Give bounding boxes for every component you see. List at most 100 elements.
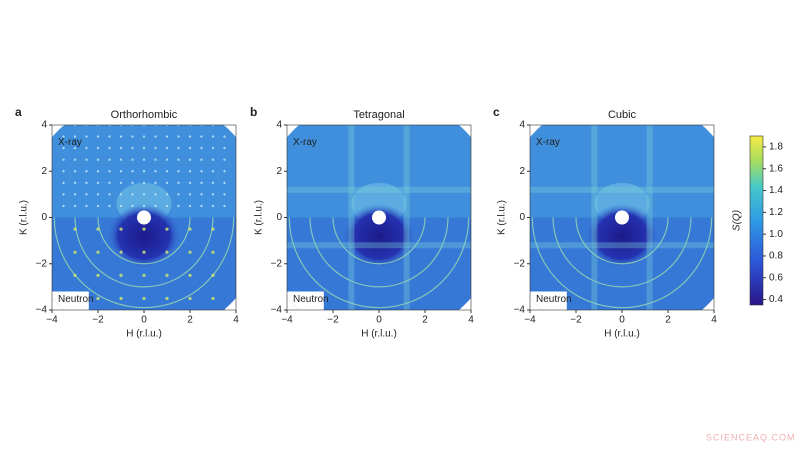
bragg-spot xyxy=(73,227,77,231)
colorbar-label: S(Q) xyxy=(732,210,743,231)
bragg-spot xyxy=(131,204,134,208)
bragg-spot xyxy=(223,181,226,185)
y-tick-label: 2 xyxy=(519,166,525,177)
bragg-spot xyxy=(223,204,226,208)
bragg-spot xyxy=(165,273,169,277)
beam-shadow xyxy=(342,203,416,269)
chart-title: Orthorhombic xyxy=(111,109,178,121)
bragg-spot xyxy=(96,227,100,231)
powder-ring xyxy=(552,217,692,288)
bragg-spot xyxy=(96,204,100,208)
bragg-spot xyxy=(142,250,146,254)
y-tick-label: −2 xyxy=(514,258,526,269)
bragg-spot xyxy=(142,204,146,208)
bragg-spot xyxy=(188,146,192,150)
y-axis-label: K (r.l.u.) xyxy=(497,200,508,235)
bragg-spot xyxy=(108,146,111,150)
bragg-spot xyxy=(85,158,88,161)
bragg-spot xyxy=(73,273,77,277)
bragg-spot xyxy=(119,227,123,231)
bragg-spot xyxy=(142,181,146,185)
bragg-spot xyxy=(62,146,65,150)
bragg-spot xyxy=(62,181,65,185)
bragg-spot xyxy=(200,204,203,208)
bragg-spot xyxy=(188,158,192,161)
y-tick-label: 4 xyxy=(276,120,282,131)
bragg-spot xyxy=(165,193,169,196)
diffuse-rod xyxy=(530,242,714,249)
y-tick-label: −4 xyxy=(271,305,283,316)
bragg-spot xyxy=(108,170,111,173)
bragg-spot xyxy=(154,135,157,138)
bragg-spot xyxy=(223,135,226,138)
bragg-spot xyxy=(73,146,77,150)
bragg-spot xyxy=(223,146,226,150)
bragg-spot xyxy=(62,204,65,208)
diffuse-rod xyxy=(287,186,471,193)
bragg-spot xyxy=(188,296,192,301)
x-tick-label: 2 xyxy=(422,315,428,326)
bragg-spot xyxy=(131,181,134,185)
bragg-spot xyxy=(200,193,203,196)
bragg-spot xyxy=(154,204,157,208)
diffuse-rod xyxy=(403,125,410,310)
bragg-spot xyxy=(177,146,180,150)
diffuse-rod xyxy=(591,125,598,310)
x-tick-label: 4 xyxy=(468,315,474,326)
bragg-spot xyxy=(211,227,215,231)
bragg-spot xyxy=(96,273,100,277)
bragg-spot xyxy=(62,193,65,196)
bragg-spot xyxy=(73,158,77,161)
powder-ring xyxy=(53,217,235,309)
beam-stop xyxy=(137,210,151,225)
bragg-spot xyxy=(96,193,100,196)
bragg-spot xyxy=(119,181,123,185)
bragg-spot xyxy=(211,158,215,161)
bragg-spot xyxy=(223,193,226,196)
bragg-spot xyxy=(142,273,146,277)
x-tick-label: −2 xyxy=(92,315,104,326)
powder-ring xyxy=(97,217,191,265)
x-tick-label: −4 xyxy=(524,315,536,326)
bragg-spot xyxy=(142,296,146,301)
bragg-spot xyxy=(154,158,157,161)
y-tick-label: 2 xyxy=(276,166,282,177)
bragg-spot xyxy=(85,135,88,138)
bragg-spot xyxy=(223,170,226,173)
bragg-spot xyxy=(188,181,192,185)
bragg-spot xyxy=(211,135,215,138)
bragg-spot xyxy=(188,204,192,208)
bragg-spot xyxy=(62,135,65,138)
powder-ring xyxy=(74,217,214,288)
panel-letter: a xyxy=(15,105,22,119)
bragg-spot xyxy=(73,204,77,208)
beam-shadow xyxy=(107,203,181,269)
bragg-spot xyxy=(188,273,192,277)
powder-ring xyxy=(575,217,669,265)
bragg-spot xyxy=(131,135,134,138)
bragg-spot xyxy=(165,170,169,173)
annotation: Neutron xyxy=(536,294,572,305)
bragg-spot xyxy=(165,204,169,208)
bragg-spot xyxy=(96,181,100,185)
heatmap-image xyxy=(52,123,236,310)
colorbar-tick-label: 1.6 xyxy=(769,163,783,174)
y-tick-label: −2 xyxy=(271,258,283,269)
x-axis-label: H (r.l.u.) xyxy=(361,329,397,340)
annotation: X-ray xyxy=(58,137,82,148)
bragg-spot xyxy=(200,146,203,150)
chart-title: Tetragonal xyxy=(353,109,404,121)
bragg-spot xyxy=(177,170,180,173)
colorbar-tick-label: 1.4 xyxy=(769,185,783,196)
bragg-spot xyxy=(108,204,111,208)
bragg-spot xyxy=(119,158,123,161)
neutron-box xyxy=(530,291,567,310)
chart-title: Cubic xyxy=(608,109,637,121)
colorbar xyxy=(749,135,764,306)
y-tick-label: 0 xyxy=(41,212,47,223)
bragg-spot xyxy=(96,135,100,138)
bragg-spot xyxy=(62,170,65,173)
powder-ring xyxy=(332,217,426,265)
colorbar-tick-label: 0.4 xyxy=(769,294,783,305)
heatmap-image xyxy=(287,125,471,310)
